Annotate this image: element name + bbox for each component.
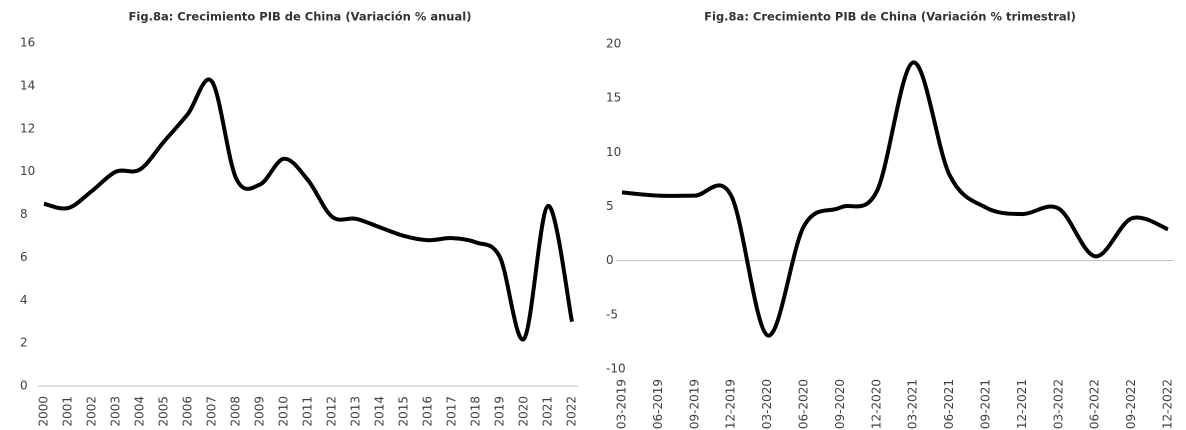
- y-tick-label: 16: [20, 36, 35, 50]
- x-tick-label: 09-2021: [979, 379, 993, 429]
- x-tick-label: 2011: [301, 396, 315, 427]
- x-tick-label: 2000: [37, 396, 51, 427]
- x-tick-label: 06-2021: [942, 379, 956, 429]
- x-tick-label: 2004: [133, 396, 147, 427]
- x-tick-label: 2003: [109, 396, 123, 427]
- x-tick-label: 2005: [157, 396, 171, 427]
- x-tick-label: 2002: [85, 396, 99, 427]
- data-line: [43, 77, 574, 342]
- x-tick-label: 2009: [253, 396, 267, 427]
- x-tick-label: 2017: [445, 396, 459, 427]
- x-tick-label: 2013: [349, 396, 363, 427]
- data-line: [621, 60, 1169, 338]
- x-tick-label: 2018: [469, 396, 483, 427]
- x-tick-label: 03-2020: [760, 379, 774, 429]
- x-tick-label: 06-2019: [651, 379, 665, 429]
- x-tick-label: 03-2019: [615, 379, 629, 429]
- y-tick-label: 0: [606, 253, 614, 267]
- x-tick-label: 09-2022: [1124, 379, 1138, 429]
- x-tick-label: 09-2020: [833, 379, 847, 429]
- x-tick-label: 12-2020: [869, 379, 883, 429]
- x-tick-label: 2006: [181, 396, 195, 427]
- x-tick-label: 2012: [325, 396, 339, 427]
- y-tick-label: 4: [20, 293, 28, 307]
- x-tick-label: 2022: [565, 396, 579, 427]
- x-tick-label: 12-2022: [1161, 379, 1175, 429]
- x-tick-label: 03-2022: [1051, 379, 1065, 429]
- chart-title: Fig.8a: Crecimiento PIB de China (Variac…: [704, 10, 1076, 24]
- y-tick-label: 15: [606, 91, 621, 105]
- x-tick-label: 06-2020: [797, 379, 811, 429]
- x-tick-label: 2020: [517, 396, 531, 427]
- x-tick-label: 06-2022: [1088, 379, 1102, 429]
- chart-title: Fig.8a: Crecimiento PIB de China (Variac…: [129, 10, 472, 24]
- x-tick-label: 2010: [277, 396, 291, 427]
- y-tick-label: 8: [20, 207, 28, 221]
- x-tick-label: 09-2019: [687, 379, 701, 429]
- y-tick-label: 5: [606, 199, 614, 213]
- x-tick-label: 2001: [61, 396, 75, 427]
- x-tick-label: 2016: [421, 396, 435, 427]
- y-tick-label: 6: [20, 250, 28, 264]
- x-tick-label: 2008: [229, 396, 243, 427]
- y-tick-label: 20: [606, 37, 621, 51]
- x-tick-label: 2007: [205, 396, 219, 427]
- y-tick-label: 10: [20, 164, 35, 178]
- y-tick-label: 12: [20, 121, 35, 135]
- x-tick-label: 12-2019: [724, 379, 738, 429]
- x-tick-label: 03-2021: [906, 379, 920, 429]
- y-tick-label: 2: [20, 336, 28, 350]
- y-tick-label: -5: [606, 307, 618, 321]
- x-tick-label: 2015: [397, 396, 411, 427]
- x-tick-label: 2019: [493, 396, 507, 427]
- y-tick-label: 10: [606, 145, 621, 159]
- y-tick-label: 0: [20, 379, 28, 393]
- x-tick-label: 12-2021: [1015, 379, 1029, 429]
- y-tick-label: 14: [20, 78, 35, 92]
- x-tick-label: 2014: [373, 396, 387, 427]
- x-tick-label: 2021: [541, 396, 555, 427]
- y-tick-label: -10: [606, 362, 626, 376]
